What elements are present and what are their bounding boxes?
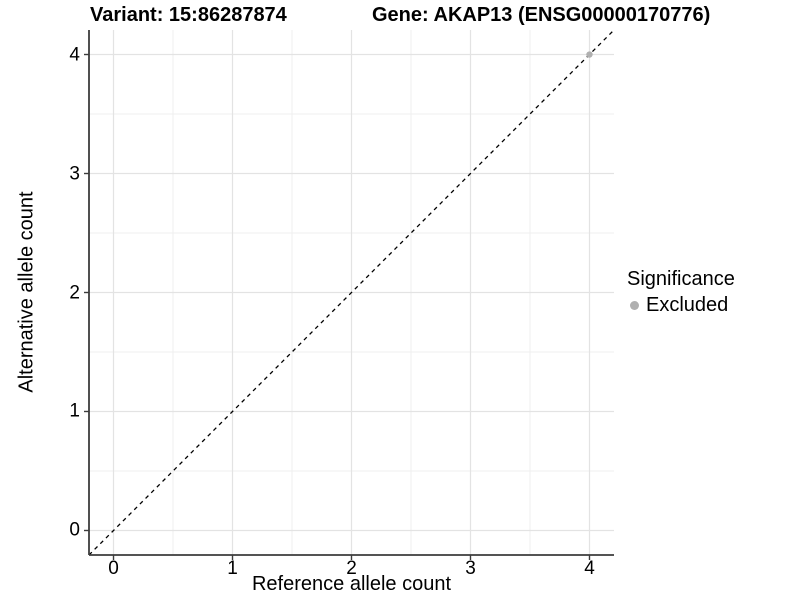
legend: Significance Excluded <box>627 268 735 316</box>
legend-title: Significance <box>627 268 735 290</box>
legend-items: Excluded <box>627 294 735 316</box>
legend-item: Excluded <box>627 294 735 316</box>
plot-title-gene: Gene: AKAP13 (ENSG00000170776) <box>372 4 711 26</box>
y-tick-label: 1 <box>69 400 80 422</box>
y-tick-label: 3 <box>69 163 80 184</box>
x-axis-title: Reference allele count <box>251 573 451 595</box>
plot-panel <box>84 29 615 560</box>
y-axis-title: Alternative allele count <box>15 191 38 393</box>
identity-line <box>88 29 615 556</box>
legend-item-label: Excluded <box>646 294 729 316</box>
y-tick-label: 4 <box>69 44 80 65</box>
plot-title-variant: Variant: 15:86287874 <box>90 4 287 26</box>
data-point <box>586 51 593 58</box>
plot-canvas <box>84 29 615 560</box>
legend-point-icon <box>630 300 639 310</box>
y-tick-label: 0 <box>69 519 80 541</box>
y-tick-label: 2 <box>69 282 80 303</box>
